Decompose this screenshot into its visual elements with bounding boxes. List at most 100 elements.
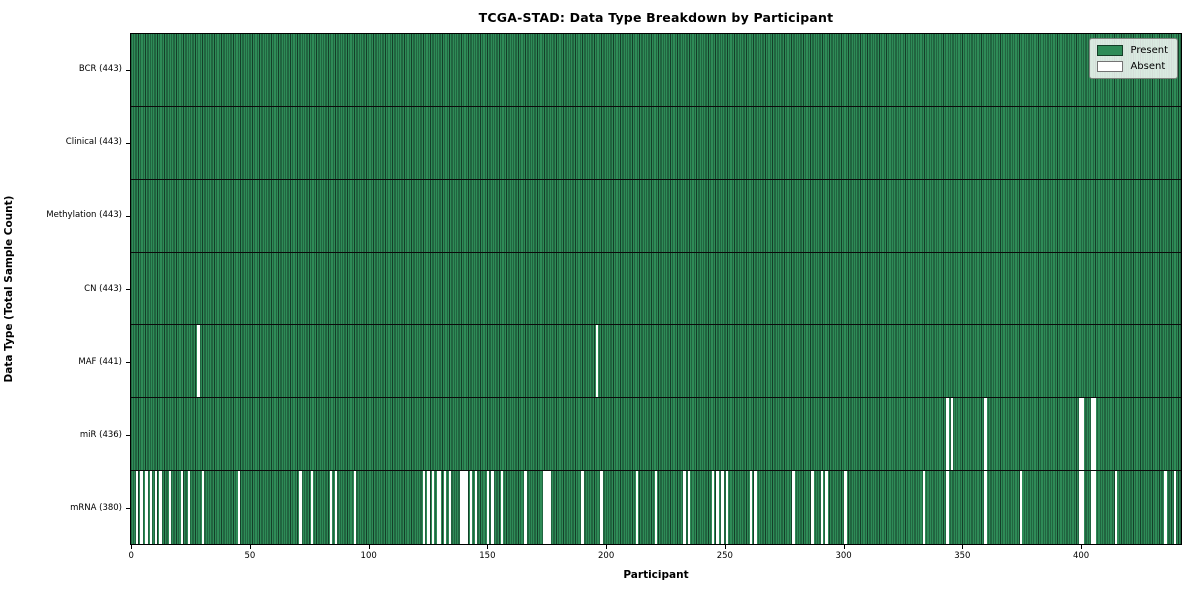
- y-tick: [126, 69, 130, 71]
- x-tick-label: 0: [128, 551, 134, 561]
- absent-mark: [439, 471, 442, 544]
- absent-mark: [825, 471, 828, 544]
- absent-mark: [951, 398, 954, 471]
- absent-mark: [486, 471, 489, 544]
- absent-mark: [237, 471, 241, 544]
- absent-mark: [149, 471, 153, 544]
- legend-swatch-absent: [1097, 61, 1124, 72]
- absent-mark: [654, 471, 658, 544]
- absent-mark: [353, 471, 357, 544]
- x-tick-label: 300: [835, 551, 852, 561]
- absent-mark: [460, 471, 463, 544]
- y-tick: [126, 508, 130, 510]
- absent-mark: [140, 471, 143, 544]
- y-tick: [126, 362, 130, 364]
- absent-mark: [595, 325, 598, 398]
- absent-mark: [946, 398, 949, 471]
- absent-mark: [469, 471, 473, 544]
- absent-mark: [984, 398, 987, 471]
- absent-mark: [135, 471, 139, 544]
- absent-mark: [1079, 471, 1082, 544]
- absent-mark: [792, 471, 795, 544]
- chart-title: TCGA-STAD: Data Type Breakdown by Partic…: [478, 10, 834, 25]
- x-tick-label: 400: [1072, 551, 1090, 561]
- absent-mark: [197, 325, 200, 398]
- x-tick: [606, 545, 608, 549]
- absent-mark: [443, 471, 447, 544]
- absent-mark: [687, 471, 691, 544]
- y-tick-label: MAF (441): [78, 356, 122, 367]
- absent-mark: [462, 471, 466, 544]
- row-miR: [131, 398, 1181, 472]
- legend: Present Absent: [1089, 38, 1178, 79]
- x-tick: [131, 545, 133, 549]
- x-tick: [724, 545, 726, 549]
- absent-mark: [946, 471, 949, 544]
- absent-mark: [683, 471, 686, 544]
- x-tick: [1081, 545, 1083, 549]
- absent-mark: [154, 471, 158, 544]
- x-tick-label: 50: [244, 551, 256, 561]
- absent-mark: [754, 471, 757, 544]
- x-tick: [249, 545, 251, 549]
- absent-mark: [543, 471, 546, 544]
- absent-mark: [716, 471, 719, 544]
- absent-mark: [1079, 398, 1082, 471]
- absent-mark: [159, 471, 162, 544]
- x-tick-label: 150: [479, 551, 496, 561]
- x-axis-label: Participant: [623, 569, 689, 581]
- absent-mark: [500, 471, 504, 544]
- absent-mark: [436, 471, 440, 544]
- row-MAF: [131, 325, 1181, 399]
- absent-mark: [524, 471, 527, 544]
- absent-mark: [465, 471, 468, 544]
- plot-area: Present Absent: [130, 33, 1182, 545]
- absent-mark: [635, 471, 639, 544]
- absent-mark: [820, 471, 824, 544]
- absent-mark: [422, 471, 425, 544]
- absent-mark: [725, 471, 729, 544]
- absent-mark: [145, 471, 148, 544]
- x-tick: [843, 545, 845, 549]
- absent-mark: [749, 471, 752, 544]
- y-tick: [126, 435, 130, 437]
- absent-mark: [334, 471, 338, 544]
- legend-item-absent: Absent: [1097, 61, 1168, 72]
- absent-mark: [180, 471, 184, 544]
- legend-swatch-present: [1097, 45, 1124, 56]
- absent-mark: [984, 471, 987, 544]
- y-tick: [126, 142, 130, 144]
- x-tick-label: 350: [954, 551, 971, 561]
- absent-mark: [299, 471, 302, 544]
- legend-label: Absent: [1130, 61, 1166, 72]
- legend-label: Present: [1130, 45, 1168, 56]
- absent-mark: [1093, 398, 1096, 471]
- y-tick-label: Clinical (443): [65, 137, 122, 148]
- absent-mark: [811, 471, 814, 544]
- absent-mark: [1019, 471, 1023, 544]
- x-tick-label: 200: [598, 551, 615, 561]
- absent-mark: [202, 471, 205, 544]
- y-tick-label: mRNA (380): [70, 502, 122, 513]
- absent-mark: [1090, 398, 1094, 471]
- absent-mark: [581, 471, 584, 544]
- legend-item-present: Present: [1097, 45, 1168, 56]
- y-tick: [126, 215, 130, 217]
- absent-mark: [721, 471, 724, 544]
- x-tick-label: 100: [360, 551, 377, 561]
- y-tick: [126, 289, 130, 290]
- absent-mark: [844, 471, 847, 544]
- row-CN: [131, 253, 1181, 326]
- absent-mark: [1081, 471, 1084, 544]
- y-tick-label: CN (443): [84, 283, 122, 294]
- absent-mark: [711, 471, 715, 544]
- absent-mark: [1173, 471, 1177, 544]
- absent-mark: [1090, 471, 1094, 544]
- x-tick: [487, 545, 489, 549]
- y-tick-label: Methylation (443): [46, 210, 122, 221]
- y-tick-label: BCR (443): [78, 64, 122, 75]
- absent-mark: [1164, 471, 1167, 544]
- absent-mark: [548, 471, 551, 544]
- absent-mark: [187, 471, 191, 544]
